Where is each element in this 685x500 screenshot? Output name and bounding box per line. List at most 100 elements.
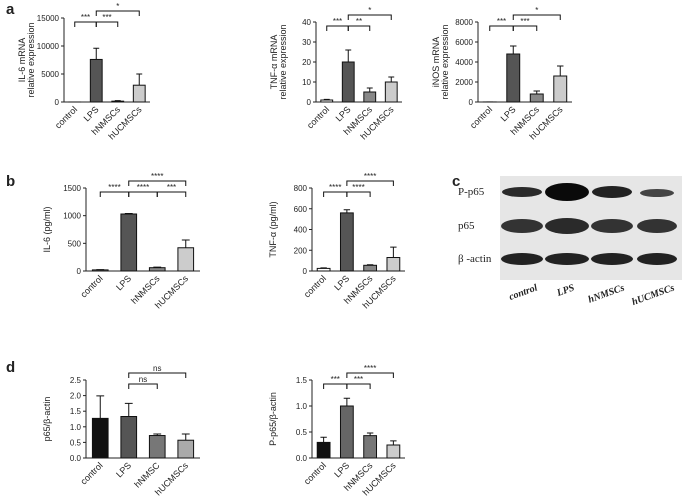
y-tick-label: 0.5 xyxy=(296,428,308,437)
band xyxy=(592,186,632,198)
y-tick-label: 8000 xyxy=(455,18,473,27)
bar xyxy=(341,61,355,103)
error-bar xyxy=(96,395,105,419)
band xyxy=(545,183,589,201)
y-tick-label: 800 xyxy=(294,184,308,193)
x-tick-label: control xyxy=(305,104,331,130)
y-tick-label: 5000 xyxy=(41,70,59,79)
significance-label: **** xyxy=(364,364,376,373)
error-bar xyxy=(93,47,100,60)
panel-label: d xyxy=(6,359,15,376)
panel-label: b xyxy=(6,173,15,190)
blot-row-label: p65 xyxy=(458,220,475,232)
significance-label: *** xyxy=(167,183,176,192)
significance-label: *** xyxy=(331,375,340,384)
error-bar xyxy=(114,100,121,102)
y-tick-label: 1.0 xyxy=(296,402,308,411)
y-axis-label: TNF-α (pg/ml) xyxy=(268,201,278,257)
error-bar xyxy=(510,45,517,54)
significance-label: *** xyxy=(333,17,342,26)
blot-lane-label: LPS xyxy=(555,282,577,299)
bar xyxy=(363,264,378,272)
y-axis-label: iNOS mRNA xyxy=(431,37,441,88)
significance-label: * xyxy=(116,2,119,11)
y-tick-label: 0 xyxy=(77,267,82,276)
significance-label: **** xyxy=(329,183,341,192)
significance-bracket xyxy=(346,191,371,197)
significance-bracket xyxy=(156,191,187,197)
bar xyxy=(132,84,146,103)
significance-bracket xyxy=(95,21,119,27)
y-tick-label: 1500 xyxy=(63,184,81,193)
y-tick-label: 20 xyxy=(302,58,311,67)
significance-bracket xyxy=(323,383,348,389)
y-tick-label: 0.0 xyxy=(70,454,82,463)
y-tick-label: 0 xyxy=(469,98,474,107)
significance-label: *** xyxy=(354,375,363,384)
y-tick-label: 0 xyxy=(303,267,308,276)
x-tick-label: control xyxy=(53,104,79,130)
band xyxy=(501,253,543,265)
significance-bracket xyxy=(347,14,392,20)
y-tick-label: 200 xyxy=(294,246,308,255)
error-bar xyxy=(320,436,327,443)
y-tick-label: 4000 xyxy=(455,58,473,67)
significance-bracket xyxy=(95,10,140,16)
significance-bracket xyxy=(346,180,394,186)
significance-label: **** xyxy=(364,172,376,181)
bar xyxy=(120,416,138,459)
y-tick-label: 1.0 xyxy=(70,423,82,432)
y-axis-label: p65/β-actin xyxy=(42,397,52,442)
blot-lane-label: hNMSCs xyxy=(587,282,626,305)
bar xyxy=(111,100,125,103)
significance-bracket xyxy=(128,180,187,186)
bar xyxy=(553,75,568,103)
y-tick-label: 1.5 xyxy=(296,376,308,385)
panel-label: a xyxy=(6,1,15,18)
bar xyxy=(316,267,331,272)
significance-bracket xyxy=(346,372,394,378)
x-tick-label: control xyxy=(302,460,328,486)
significance-label: **** xyxy=(108,183,120,192)
significance-label: *** xyxy=(520,17,529,26)
y-tick-label: 10 xyxy=(302,78,311,87)
error-bar xyxy=(320,267,327,269)
significance-bracket xyxy=(347,25,371,31)
bar xyxy=(386,257,401,272)
panel-label: c xyxy=(452,173,460,190)
y-axis-label: relative expression xyxy=(26,22,36,97)
y-tick-label: 400 xyxy=(294,226,308,235)
y-axis-label: relative expression xyxy=(278,24,288,99)
y-tick-label: 0.0 xyxy=(296,454,308,463)
band xyxy=(591,219,633,233)
bar xyxy=(120,213,138,272)
bar xyxy=(148,267,166,272)
error-bar xyxy=(124,402,133,417)
blot-lane-label: control xyxy=(508,282,540,302)
bar xyxy=(363,435,378,459)
y-axis-label: TNF-α mRNA xyxy=(269,35,279,90)
x-tick-label: LPS xyxy=(332,273,351,292)
error-bar xyxy=(388,76,395,82)
bar xyxy=(148,435,166,459)
y-tick-label: 0 xyxy=(55,98,60,107)
y-axis-label: relative expression xyxy=(440,24,450,99)
y-tick-label: 600 xyxy=(294,205,308,214)
bar xyxy=(339,212,354,272)
error-bar xyxy=(181,433,190,441)
bar xyxy=(386,444,401,459)
significance-label: * xyxy=(368,6,371,15)
significance-bracket xyxy=(128,383,158,389)
y-tick-label: 2.0 xyxy=(70,392,82,401)
error-bar xyxy=(136,73,143,86)
error-bar xyxy=(366,432,374,436)
blot-row-label: β -actin xyxy=(458,253,492,265)
x-tick-label: control xyxy=(78,460,104,486)
significance-label: *** xyxy=(497,17,506,26)
band xyxy=(637,253,677,265)
y-tick-label: 1000 xyxy=(63,212,81,221)
significance-bracket xyxy=(128,191,158,197)
bar xyxy=(89,58,103,103)
significance-bracket xyxy=(326,25,349,31)
band xyxy=(545,218,589,234)
